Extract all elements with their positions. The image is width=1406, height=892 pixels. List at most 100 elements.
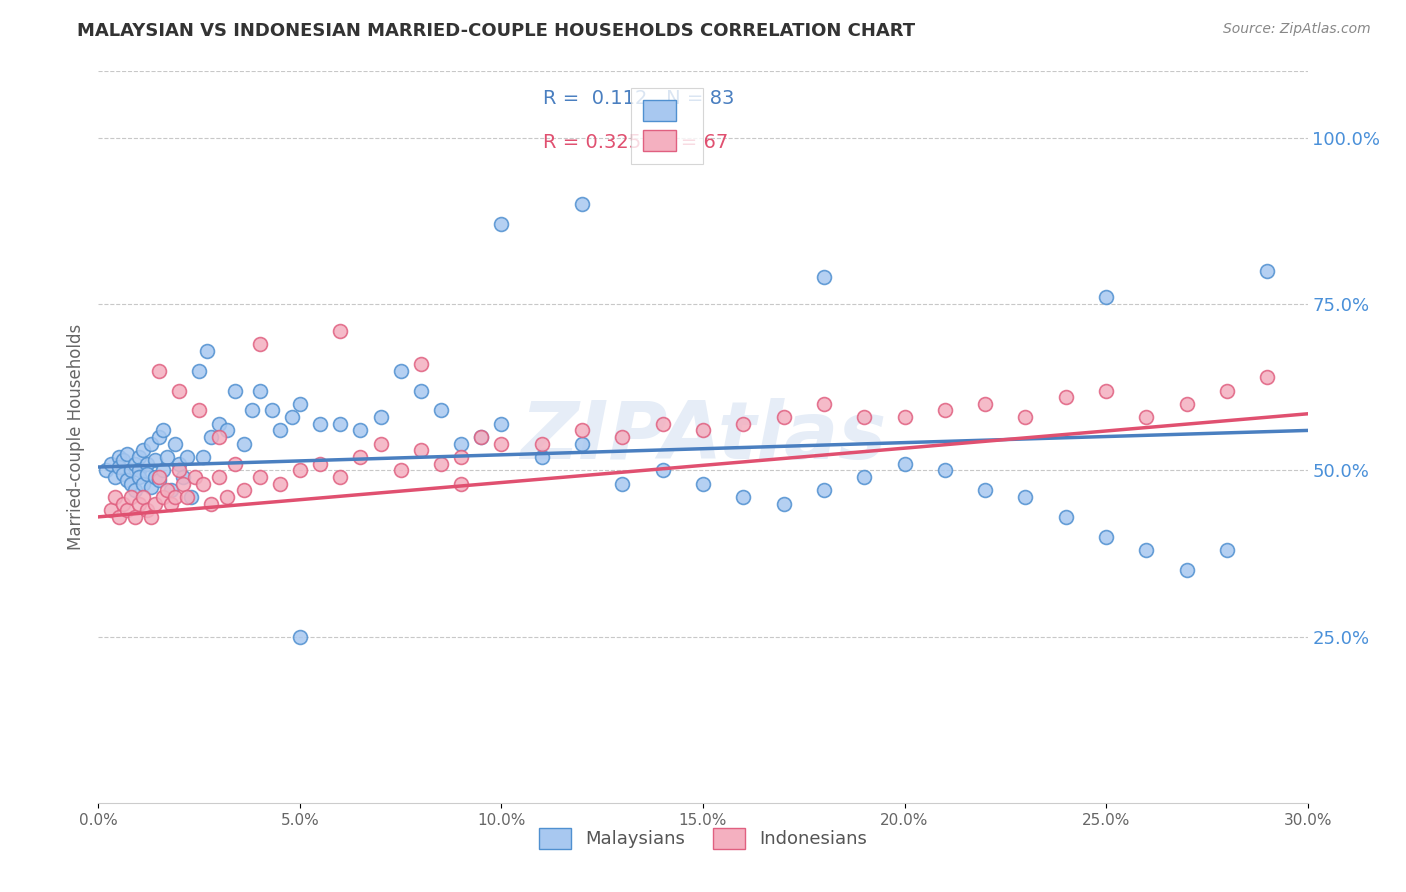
Point	[120, 463, 142, 477]
Y-axis label: Married-couple Households: Married-couple Households	[66, 324, 84, 550]
Point	[651, 417, 673, 431]
Point	[430, 457, 453, 471]
Point	[172, 470, 194, 484]
Point	[103, 470, 125, 484]
Point	[651, 463, 673, 477]
Point	[281, 410, 304, 425]
Point	[128, 450, 150, 464]
Point	[208, 430, 231, 444]
Point	[329, 417, 352, 431]
Point	[349, 450, 371, 464]
Point	[1095, 290, 1118, 304]
Point	[143, 470, 166, 484]
Point	[208, 417, 231, 431]
Point	[370, 436, 392, 450]
Point	[491, 417, 513, 431]
Point	[1054, 390, 1077, 404]
Point	[148, 430, 170, 444]
Point	[530, 450, 553, 464]
Point	[176, 490, 198, 504]
Point	[128, 470, 150, 484]
Point	[148, 473, 170, 487]
Point	[1135, 410, 1157, 425]
Point	[132, 443, 155, 458]
Point	[934, 403, 956, 417]
Point	[1014, 410, 1036, 425]
Point	[152, 463, 174, 477]
Point	[135, 503, 157, 517]
Point	[193, 476, 215, 491]
Point	[224, 457, 246, 471]
Point	[148, 363, 170, 377]
Point	[200, 430, 222, 444]
Point	[309, 417, 332, 431]
Point	[853, 410, 876, 425]
Point	[188, 403, 211, 417]
Point	[772, 497, 794, 511]
Point	[160, 483, 183, 498]
Point	[143, 497, 166, 511]
Point	[934, 463, 956, 477]
Point	[128, 463, 150, 477]
Point	[470, 430, 492, 444]
Point	[269, 424, 291, 438]
Point	[450, 436, 472, 450]
Point	[124, 457, 146, 471]
Point	[692, 476, 714, 491]
Point	[217, 490, 239, 504]
Point	[224, 384, 246, 398]
Point	[430, 403, 453, 417]
Point	[692, 424, 714, 438]
Point	[370, 410, 392, 425]
Point	[111, 467, 134, 481]
Point	[571, 197, 593, 211]
Point	[193, 450, 215, 464]
Point	[491, 436, 513, 450]
Point	[152, 424, 174, 438]
Point	[115, 447, 138, 461]
Point	[813, 483, 835, 498]
Point	[1175, 397, 1198, 411]
Point	[612, 476, 634, 491]
Point	[139, 480, 162, 494]
Point	[115, 473, 138, 487]
Point	[135, 467, 157, 481]
Point	[148, 470, 170, 484]
Point	[329, 470, 352, 484]
Point	[172, 476, 194, 491]
Point	[450, 450, 472, 464]
Point	[111, 453, 134, 467]
Point	[1054, 509, 1077, 524]
Point	[167, 457, 190, 471]
Point	[893, 457, 915, 471]
Point	[208, 470, 231, 484]
Point	[1216, 543, 1239, 558]
Point	[139, 509, 162, 524]
Text: R =  0.112   N = 83: R = 0.112 N = 83	[543, 89, 735, 108]
Point	[1256, 370, 1278, 384]
Point	[107, 509, 129, 524]
Point	[309, 457, 332, 471]
Point	[288, 397, 311, 411]
Point	[470, 430, 492, 444]
Point	[491, 217, 513, 231]
Point	[139, 436, 162, 450]
Point	[288, 463, 311, 477]
Point	[184, 470, 207, 484]
Point	[249, 470, 271, 484]
Point	[389, 463, 412, 477]
Point	[530, 436, 553, 450]
Text: ZIPAtlas: ZIPAtlas	[520, 398, 886, 476]
Point	[1095, 530, 1118, 544]
Point	[1175, 563, 1198, 577]
Point	[107, 460, 129, 475]
Point	[180, 490, 202, 504]
Point	[135, 457, 157, 471]
Point	[450, 476, 472, 491]
Point	[176, 450, 198, 464]
Point	[409, 443, 432, 458]
Text: R = 0.325   N = 67: R = 0.325 N = 67	[543, 133, 728, 153]
Legend: Malaysians, Indonesians: Malaysians, Indonesians	[527, 817, 879, 860]
Point	[269, 476, 291, 491]
Point	[124, 509, 146, 524]
